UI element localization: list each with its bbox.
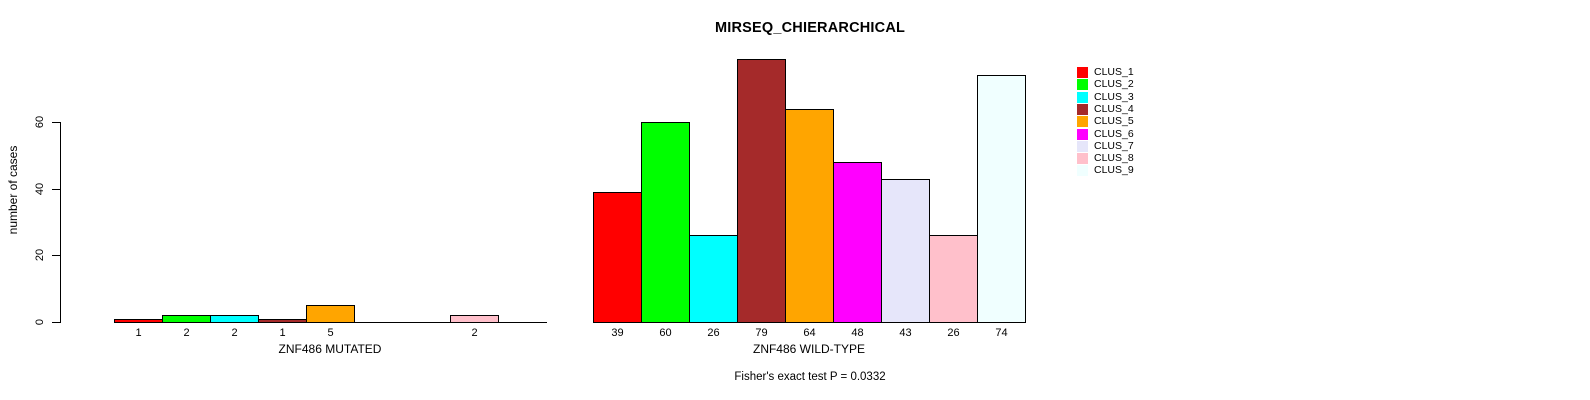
bar-value-label: 79: [755, 327, 768, 339]
bar-value-label: 60: [659, 327, 672, 339]
bar-wild-type-clus_3: [689, 235, 738, 323]
y-axis-tick-label: 0: [34, 318, 46, 326]
bar-value-label: 2: [471, 327, 478, 339]
x-axis-label-wildtype: ZNF486 WILD-TYPE: [752, 342, 866, 356]
legend-swatch-clus_9: [1077, 165, 1088, 176]
legend-label-clus_8: CLUS_8: [1094, 152, 1134, 164]
bar-value-label: 39: [611, 327, 624, 339]
bar-value-label: 48: [851, 327, 864, 339]
bar-value-label: 74: [995, 327, 1008, 339]
legend-label-clus_2: CLUS_2: [1094, 78, 1134, 90]
bar-value-label: 2: [231, 327, 238, 339]
bar-wild-type-clus_9: [977, 75, 1026, 323]
y-axis-tick-label: 60: [34, 115, 46, 129]
legend-swatch-clus_1: [1077, 67, 1088, 78]
bar-mutated-clus_4: [258, 319, 307, 323]
y-axis-tick: [52, 122, 60, 123]
y-axis-tick-label: 40: [34, 182, 46, 196]
y-axis: [60, 122, 61, 323]
x-axis-label-mutated: ZNF486 MUTATED: [278, 342, 382, 356]
bar-wild-type-clus_7: [881, 179, 930, 323]
legend-label-clus_5: CLUS_5: [1094, 115, 1134, 127]
legend-swatch-clus_3: [1077, 92, 1088, 103]
y-axis-tick-label: 20: [34, 248, 46, 262]
bar-value-label: 64: [803, 327, 816, 339]
bar-value-label: 43: [899, 327, 912, 339]
chart-title: MIRSEQ_CHIERARCHICAL: [714, 20, 906, 36]
bar-mutated-clus_2: [162, 315, 211, 323]
fisher-test-annotation: Fisher's exact test P = 0.0332: [734, 371, 886, 383]
legend-swatch-clus_8: [1077, 153, 1088, 164]
bar-wild-type-clus_2: [641, 122, 690, 323]
y-axis-tick: [52, 189, 60, 190]
bar-wild-type-clus_4: [737, 59, 786, 323]
bar-value-label: 26: [707, 327, 720, 339]
bar-wild-type-clus_5: [785, 109, 834, 323]
legend-label-clus_3: CLUS_3: [1094, 91, 1134, 103]
legend-label-clus_6: CLUS_6: [1094, 128, 1134, 140]
legend-swatch-clus_4: [1077, 104, 1088, 115]
y-axis-label: number of cases: [6, 145, 20, 235]
legend-swatch-clus_2: [1077, 79, 1088, 90]
bar-value-label: 5: [327, 327, 334, 339]
y-axis-tick: [52, 255, 60, 256]
legend-label-clus_9: CLUS_9: [1094, 164, 1134, 176]
bar-wild-type-clus_8: [929, 235, 978, 323]
bar-value-label: 1: [135, 327, 142, 339]
bar-mutated-clus_1: [114, 319, 163, 323]
bar-mutated-clus_3: [210, 315, 259, 323]
bar-value-label: 1: [279, 327, 286, 339]
bar-mutated-clus_5: [306, 305, 355, 323]
legend-label-clus_7: CLUS_7: [1094, 140, 1134, 152]
legend-swatch-clus_7: [1077, 141, 1088, 152]
bar-wild-type-clus_1: [593, 192, 642, 323]
bar-mutated-clus_8: [450, 315, 499, 323]
bar-value-label: 2: [183, 327, 190, 339]
y-axis-tick: [52, 322, 60, 323]
legend-swatch-clus_5: [1077, 116, 1088, 127]
legend-label-clus_1: CLUS_1: [1094, 66, 1134, 78]
legend-swatch-clus_6: [1077, 129, 1088, 140]
legend-label-clus_4: CLUS_4: [1094, 103, 1134, 115]
bar-wild-type-clus_6: [833, 162, 882, 323]
bar-value-label: 26: [947, 327, 960, 339]
